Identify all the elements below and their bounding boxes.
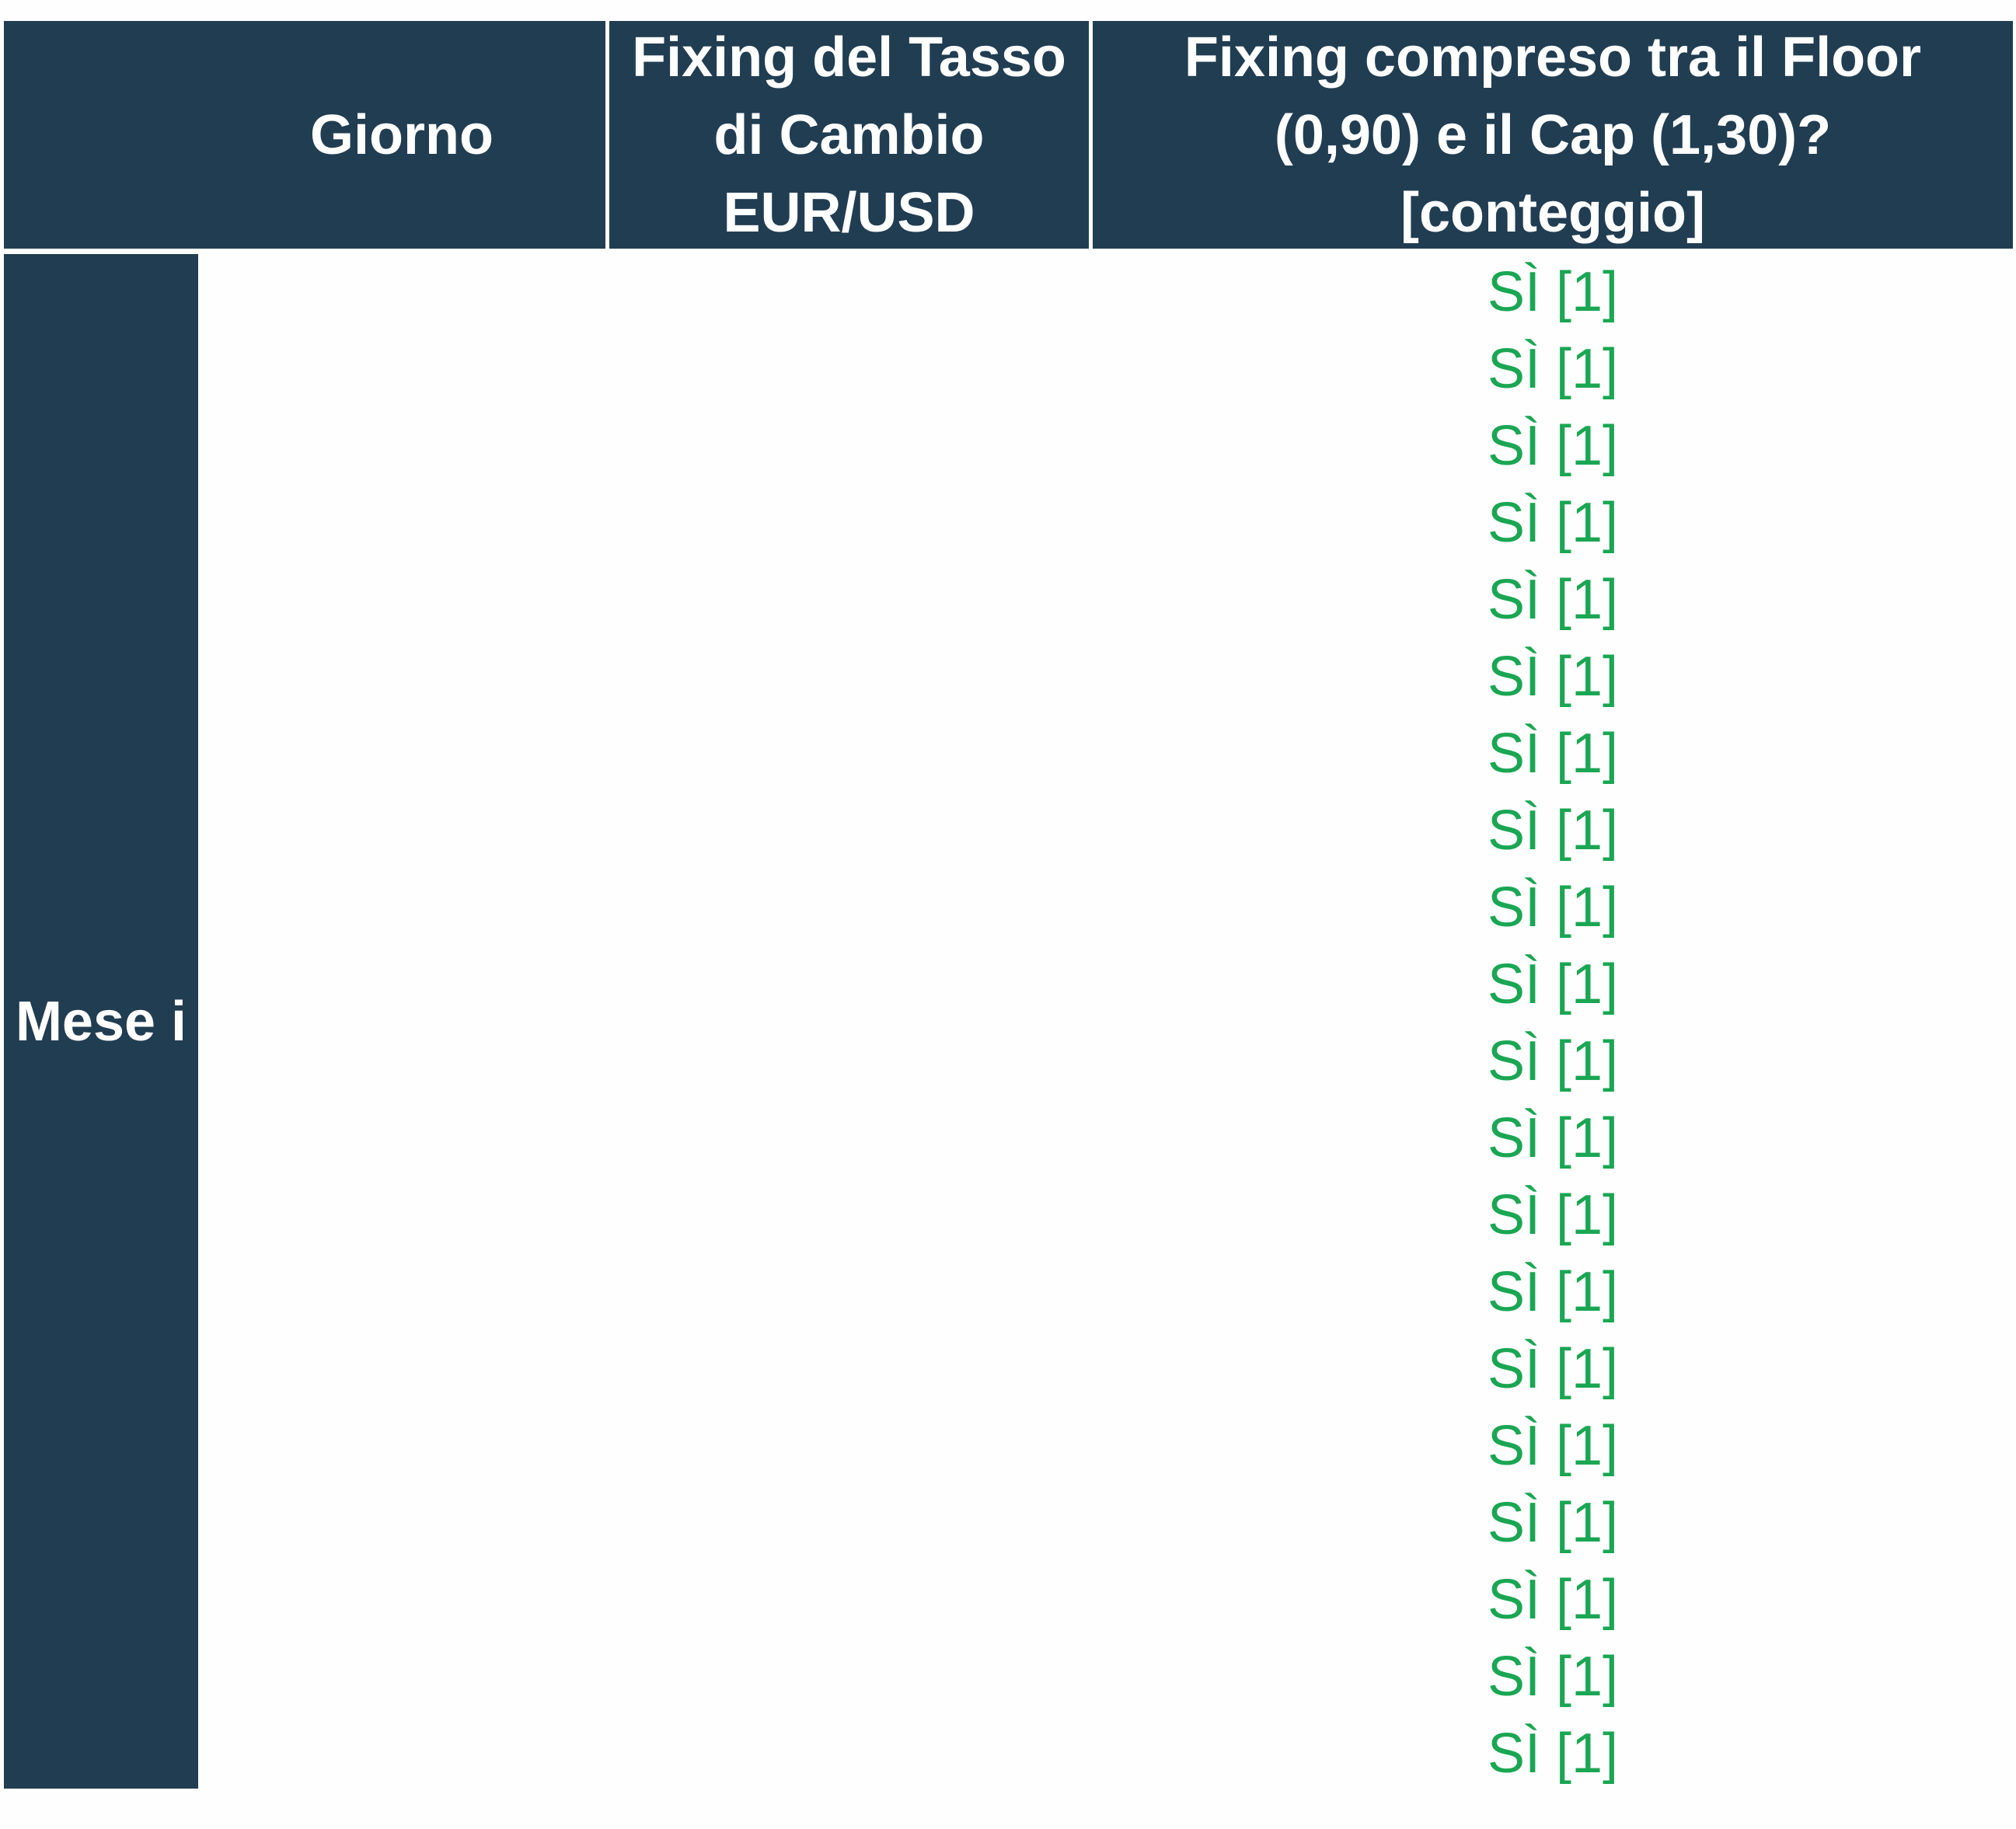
table-row: SÌ [1] [1487,1646,1619,1708]
month-label-cell: Mese i [4,254,198,1789]
header-fixing-line-1: Fixing del Tasso [632,26,1066,89]
table-row: SÌ [1] [1487,338,1619,400]
table-row: SÌ [1] [1487,646,1619,708]
table-row: SÌ [1] [1487,800,1619,862]
table-row: SÌ [1] [1487,876,1619,939]
table-row: SÌ [1] [1487,1492,1619,1554]
header-count-line-2: (0,90) e il Cap (1,30)? [1274,103,1832,166]
table-row: SÌ [1] [1487,1415,1619,1477]
table-row: SÌ [1] [1487,261,1619,323]
header-count-line-1: Fixing compreso tra il Floor [1184,26,1922,89]
table-row: SÌ [1] [1487,1723,1619,1785]
table-row: SÌ [1] [1487,723,1619,785]
month-label: Mese i [15,990,187,1053]
header-count-line-3: [conteggio] [1400,181,1705,244]
table-row: SÌ [1] [1487,1030,1619,1092]
count-column: SÌ [1] SÌ [1] SÌ [1] SÌ [1] SÌ [1] SÌ [1… [1093,254,2013,1792]
table-row: SÌ [1] [1487,1261,1619,1323]
header-giorno: Giorno [4,21,605,249]
table-row: SÌ [1] [1487,415,1619,477]
table-row: SÌ [1] [1487,1107,1619,1169]
table-row: SÌ [1] [1487,1338,1619,1400]
header-fixing-rate: Fixing del Tasso di Cambio EUR/USD [609,21,1089,249]
table-row: SÌ [1] [1487,1569,1619,1631]
header-fixing-line-2: di Cambio [713,103,985,166]
table-row: SÌ [1] [1487,953,1619,1016]
table-row: SÌ [1] [1487,569,1619,631]
table-row: SÌ [1] [1487,492,1619,554]
header-floor-cap-count: Fixing compreso tra il Floor (0,90) e il… [1093,21,2013,249]
table-row: SÌ [1] [1487,1184,1619,1246]
header-fixing-line-3: EUR/USD [723,181,975,244]
header-giorno-label: Giorno [310,103,494,166]
